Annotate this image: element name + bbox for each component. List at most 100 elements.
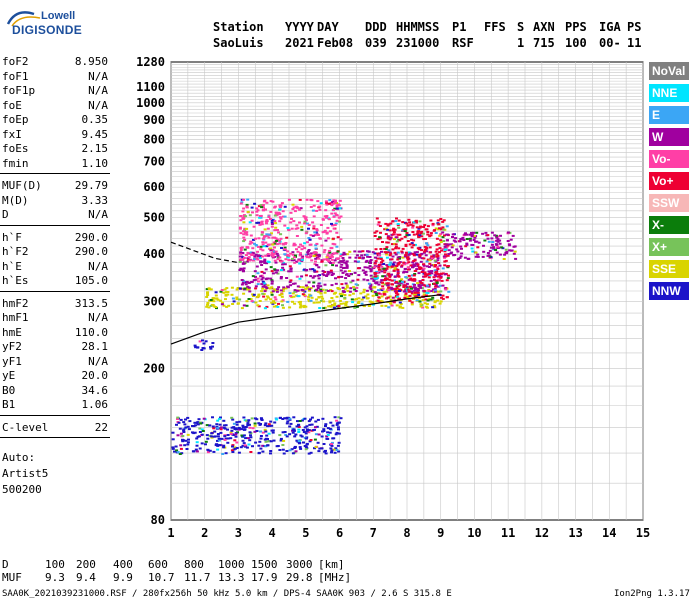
echo-mark xyxy=(369,262,372,264)
echo-mark xyxy=(321,297,325,300)
echo-mark xyxy=(195,441,199,444)
echo-mark xyxy=(302,215,306,218)
echo-mark xyxy=(450,246,454,249)
echo-mark xyxy=(441,220,445,223)
echo-mark xyxy=(309,439,313,441)
muf-cell: 29.8 xyxy=(286,571,313,584)
echo-mark xyxy=(226,441,230,444)
echo-mark xyxy=(308,289,311,292)
echo-mark xyxy=(263,290,267,293)
echo-mark xyxy=(384,304,388,307)
echo-mark xyxy=(283,253,287,256)
echo-mark xyxy=(283,263,287,266)
echo-mark xyxy=(506,231,510,234)
x-tick-label: 11 xyxy=(501,526,515,540)
echo-mark xyxy=(402,261,406,264)
echo-mark xyxy=(348,250,352,253)
echo-mark xyxy=(330,204,334,207)
muf-row-label: D xyxy=(2,558,9,571)
echo-mark xyxy=(354,303,358,306)
echo-mark xyxy=(319,202,323,205)
echo-mark xyxy=(450,251,454,254)
echo-mark xyxy=(359,250,363,253)
echo-mark xyxy=(413,273,417,275)
echo-mark xyxy=(173,450,176,453)
echo-mark xyxy=(312,255,316,257)
muf-cell: 400 xyxy=(113,558,133,571)
echo-mark xyxy=(298,446,302,449)
echo-mark xyxy=(330,254,334,257)
echo-mark xyxy=(202,347,206,350)
echo-mark xyxy=(376,223,380,226)
header-label: AXN xyxy=(533,20,555,34)
echo-mark xyxy=(447,243,451,246)
echo-mark xyxy=(194,448,198,451)
echo-mark xyxy=(259,435,263,437)
echo-mark xyxy=(321,218,325,221)
echo-mark xyxy=(435,248,439,251)
echo-mark xyxy=(284,242,287,245)
echo-mark xyxy=(375,294,379,297)
echo-mark xyxy=(330,290,334,293)
echo-mark xyxy=(406,224,410,227)
echo-mark xyxy=(400,278,404,281)
echo-mark xyxy=(324,425,327,427)
echo-mark xyxy=(426,299,430,302)
echo-mark xyxy=(405,282,409,285)
echo-mark xyxy=(340,295,343,298)
echo-mark xyxy=(412,221,416,224)
echo-mark xyxy=(171,438,175,441)
echo-mark xyxy=(402,284,406,287)
echo-mark xyxy=(195,444,199,447)
echo-mark xyxy=(511,234,515,237)
echo-mark xyxy=(238,287,242,290)
echo-mark xyxy=(397,226,401,229)
echo-mark xyxy=(475,231,479,234)
echo-mark xyxy=(400,250,404,253)
echo-mark xyxy=(254,441,258,444)
echo-mark xyxy=(278,294,282,297)
echo-mark xyxy=(315,289,319,292)
echo-mark xyxy=(417,236,421,238)
echo-mark xyxy=(265,245,269,248)
echo-mark xyxy=(395,265,399,268)
echo-mark xyxy=(245,304,249,307)
echo-mark xyxy=(424,298,428,301)
param-label: foF1p xyxy=(2,84,36,97)
echo-mark xyxy=(362,291,366,294)
echo-mark xyxy=(434,271,438,274)
echo-mark xyxy=(431,224,435,227)
echo-mark xyxy=(254,253,258,256)
echo-mark xyxy=(345,260,349,263)
echo-mark xyxy=(412,239,416,242)
echo-mark xyxy=(371,251,375,254)
echo-mark xyxy=(436,290,440,293)
echo-mark xyxy=(251,275,255,278)
echo-mark xyxy=(435,272,439,275)
param-row: B0 34.6 xyxy=(2,384,108,398)
echo-mark xyxy=(407,278,411,281)
echo-mark xyxy=(331,299,335,302)
param-row: MUF(D) 29.79 xyxy=(2,179,108,193)
echo-mark xyxy=(231,418,235,421)
echo-mark xyxy=(296,207,300,210)
echo-mark xyxy=(201,430,205,432)
echo-mark xyxy=(444,253,447,256)
echo-mark xyxy=(489,246,493,249)
echo-mark xyxy=(317,257,321,260)
echo-mark xyxy=(327,305,331,308)
echo-mark xyxy=(324,449,327,452)
echo-mark xyxy=(270,221,274,224)
echo-mark xyxy=(281,444,285,446)
echo-mark xyxy=(222,446,226,449)
echo-mark xyxy=(230,426,234,429)
echo-mark xyxy=(324,289,328,292)
echo-mark xyxy=(215,307,218,310)
x-tick-label: 14 xyxy=(602,526,616,540)
echo-mark xyxy=(270,219,274,222)
echo-mark xyxy=(309,206,313,208)
echo-mark xyxy=(389,261,393,264)
echo-mark xyxy=(256,258,260,261)
echo-mark xyxy=(283,215,287,218)
echo-mark xyxy=(470,231,473,234)
